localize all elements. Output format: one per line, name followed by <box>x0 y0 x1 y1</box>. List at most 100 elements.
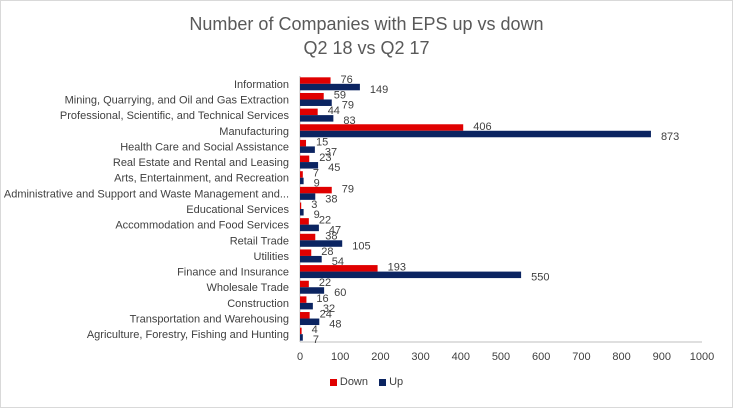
bar-up <box>300 177 304 185</box>
bar-up <box>300 83 360 91</box>
data-label-up: 9 <box>314 178 320 190</box>
data-label-down: 38 <box>325 230 337 242</box>
x-tick-label: 900 <box>653 351 671 363</box>
bar-up <box>300 255 322 263</box>
legend-label-down: Down <box>339 376 368 388</box>
data-label-up: 83 <box>343 115 355 127</box>
data-label-down: 3 <box>311 199 317 211</box>
data-label-down: 406 <box>473 121 491 133</box>
legend-label-up: Up <box>389 376 404 388</box>
x-tick-label: 0 <box>297 351 303 363</box>
category-label: Agriculture, Forestry, Fishing and Hunti… <box>87 329 289 341</box>
legend: Down Up <box>0 376 733 388</box>
category-label: Educational Services <box>186 204 289 216</box>
data-label-down: 76 <box>341 74 353 86</box>
bar-up <box>300 146 315 153</box>
data-label-up: 32 <box>323 303 335 315</box>
data-label-down: 22 <box>319 215 331 227</box>
data-label-up: 37 <box>325 146 337 158</box>
bar-down <box>300 77 331 84</box>
bar-down <box>300 296 307 303</box>
category-label: Transportation and Warehousing <box>130 314 289 326</box>
bar-up <box>300 115 334 122</box>
data-label-up: 60 <box>334 287 346 299</box>
bar-up <box>300 224 319 232</box>
bar-up <box>300 162 319 169</box>
data-label-up: 873 <box>661 131 679 143</box>
data-label-up: 45 <box>328 162 340 174</box>
category-label: Arts, Entertainment, and Recreation <box>114 173 289 185</box>
x-tick-label: 500 <box>492 351 510 363</box>
bar-down <box>300 265 378 272</box>
bar-down <box>300 202 302 209</box>
data-label-down: 59 <box>334 89 346 101</box>
data-label-down: 79 <box>342 183 354 195</box>
data-label-down: 193 <box>388 262 406 274</box>
category-label: Construction <box>227 298 289 310</box>
bar-down <box>300 327 302 335</box>
data-label-down: 4 <box>312 324 318 336</box>
legend-item-down: Down <box>329 376 368 388</box>
data-label-up: 47 <box>329 225 341 237</box>
bar-down <box>300 108 318 116</box>
bar-up <box>300 130 651 138</box>
x-tick-label: 1000 <box>690 351 714 363</box>
data-label-up: 105 <box>352 240 370 252</box>
category-label: Health Care and Social Assistance <box>120 141 289 153</box>
category-label: Information <box>234 79 289 91</box>
x-tick-label: 400 <box>452 351 470 363</box>
bar-down <box>300 249 312 256</box>
x-tick-label: 700 <box>572 351 590 363</box>
data-label-down: 23 <box>319 152 331 164</box>
bar-down <box>300 92 324 100</box>
bar-down <box>300 171 303 178</box>
data-label-down: 24 <box>320 309 332 321</box>
legend-swatch-up <box>379 378 387 386</box>
data-label-up: 7 <box>313 334 319 346</box>
bar-up <box>300 318 320 326</box>
bar-up <box>300 209 304 216</box>
x-tick-label: 800 <box>612 351 630 363</box>
legend-swatch-down <box>329 378 337 386</box>
bar-up <box>300 240 343 247</box>
bar-up <box>300 334 303 341</box>
bar-up <box>300 193 316 200</box>
category-label: Accommodation and Food Services <box>115 220 289 232</box>
data-label-up: 9 <box>314 209 320 221</box>
bar-down <box>300 312 310 319</box>
bar-down <box>300 218 309 225</box>
bar-down <box>300 280 309 288</box>
x-tick-label: 600 <box>532 351 550 363</box>
bar-up <box>300 302 313 310</box>
data-label-up: 550 <box>531 272 549 284</box>
data-label-down: 7 <box>313 168 319 180</box>
category-label: Real Estate and Rental and Leasing <box>113 157 289 169</box>
bar-down <box>300 186 332 194</box>
data-label-down: 44 <box>328 105 340 117</box>
category-label: Retail Trade <box>230 235 289 247</box>
data-label-up: 48 <box>329 319 341 331</box>
category-label: Utilities <box>254 251 290 263</box>
bar-down <box>300 139 307 147</box>
chart-title: Number of Companies with EPS up vs down <box>189 14 544 34</box>
data-label-down: 16 <box>316 293 328 305</box>
data-label-up: 79 <box>342 99 354 111</box>
bar-down <box>300 124 464 131</box>
bar-up <box>300 287 325 294</box>
bar-down <box>300 233 316 241</box>
bar-down <box>300 155 310 163</box>
bar-up <box>300 99 332 106</box>
category-label: Finance and Insurance <box>177 267 289 279</box>
category-label: Mining, Quarrying, and Oil and Gas Extra… <box>65 94 289 106</box>
category-label: Manufacturing <box>219 126 289 138</box>
legend-item-up: Up <box>379 376 403 388</box>
data-label-up: 54 <box>332 256 344 268</box>
x-tick-label: 200 <box>371 351 389 363</box>
data-label-down: 15 <box>316 136 328 148</box>
x-tick-label: 300 <box>411 351 429 363</box>
data-label-up: 38 <box>325 193 337 205</box>
bar-up <box>300 271 522 279</box>
chart-subtitle: Q2 18 vs Q2 17 <box>303 38 430 58</box>
category-label: Professional, Scientific, and Technical … <box>60 110 290 122</box>
